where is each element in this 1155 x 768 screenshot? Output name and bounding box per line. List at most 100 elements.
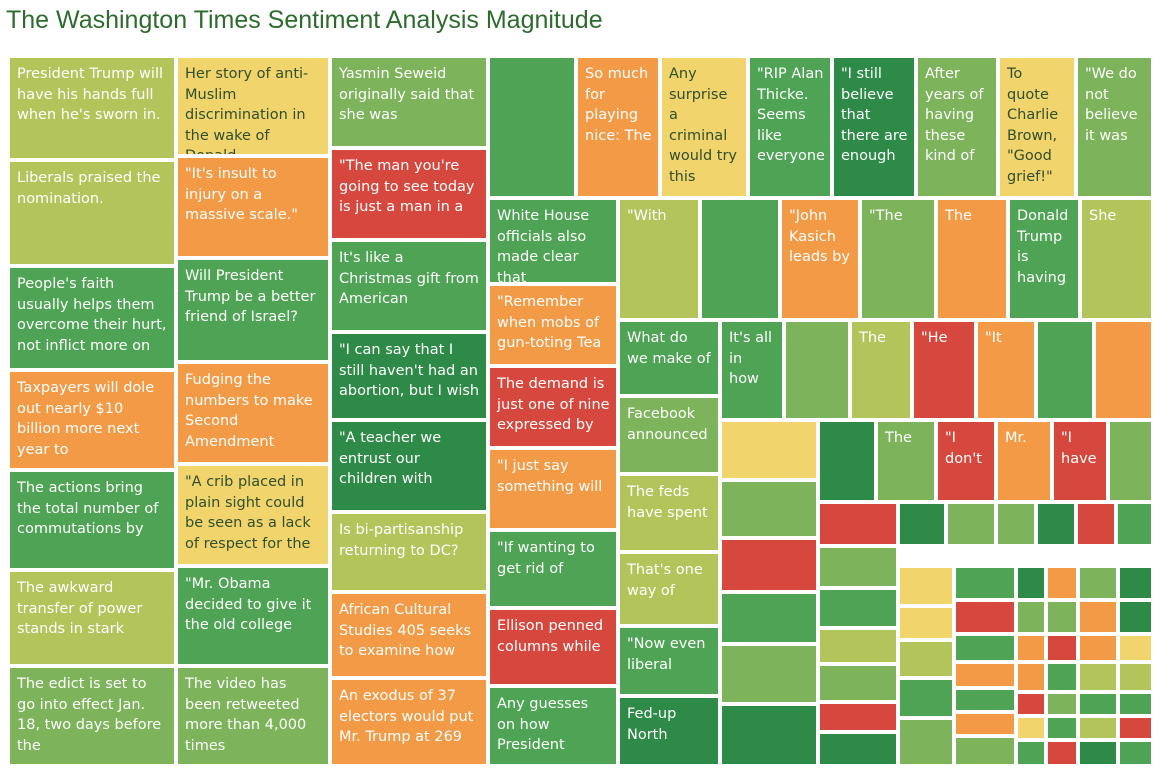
treemap-tile-label: Her story of anti-Muslim discrimination … bbox=[185, 66, 309, 156]
treemap-tile: Fed-up North bbox=[618, 696, 720, 766]
treemap-tile-label: Liberals praised the nomination. bbox=[17, 170, 161, 207]
treemap-tile: "I can say that I still haven't had an a… bbox=[330, 332, 488, 420]
treemap-tile-label: Mr. bbox=[1005, 430, 1027, 446]
treemap-tile-label: "He bbox=[921, 330, 948, 346]
treemap-tile: "RIP Alan Thicke. Seems like everyone bbox=[748, 56, 832, 198]
treemap-tile-label: "I can say that I still haven't had an a… bbox=[339, 342, 480, 399]
treemap-tile: The demand is just one of nine expressed… bbox=[488, 366, 618, 448]
treemap-tile-small bbox=[996, 502, 1036, 546]
treemap-tile-label: Taxpayers will dole out nearly $10 billi… bbox=[17, 380, 155, 458]
treemap-tile: Fudging the numbers to make Second Amend… bbox=[176, 362, 330, 464]
treemap-tile: The video has been retweeted more than 4… bbox=[176, 666, 330, 766]
treemap-tile-label: Yasmin Seweid originally said that she w… bbox=[339, 66, 475, 123]
treemap-tile-label: "If wanting to get rid of bbox=[497, 540, 595, 577]
treemap-tile-small bbox=[1046, 600, 1078, 634]
treemap-tile-small bbox=[818, 420, 876, 502]
treemap-tile-small bbox=[898, 566, 954, 606]
treemap-tile-label: African Cultural Studies 405 seeks to ex… bbox=[339, 602, 472, 659]
treemap-tile-small bbox=[1036, 502, 1076, 546]
treemap-tile: She bbox=[1080, 198, 1153, 320]
treemap-tile bbox=[784, 320, 850, 420]
treemap-tile: "I have bbox=[1052, 420, 1108, 502]
treemap-tile-small bbox=[1118, 692, 1153, 716]
treemap-tile: President Trump will have his hands full… bbox=[8, 56, 176, 160]
treemap-tile: To quote Charlie Brown, "Good grief!" bbox=[998, 56, 1076, 198]
treemap-tile-label: Fudging the numbers to make Second Amend… bbox=[185, 372, 313, 450]
treemap-tile: Facebook announced bbox=[618, 396, 720, 474]
treemap-tile-small bbox=[818, 664, 898, 702]
treemap-tile: White House officials also made clear th… bbox=[488, 198, 618, 284]
treemap-tile-small bbox=[954, 712, 1016, 736]
treemap-tile-small bbox=[1036, 320, 1094, 420]
treemap-tile-label: "A teacher we entrust our children with bbox=[339, 430, 442, 487]
treemap-tile-small bbox=[898, 502, 946, 546]
treemap-tile: Any guesses on how President bbox=[488, 686, 618, 766]
treemap-tile-label: The awkward transfer of power stands in … bbox=[17, 580, 143, 637]
treemap-tile: The actions bring the total number of co… bbox=[8, 470, 176, 570]
treemap-tile-label: The video has been retweeted more than 4… bbox=[185, 676, 307, 754]
treemap-tile-label: She bbox=[1089, 208, 1117, 224]
treemap-tile-label: "We do not believe it was bbox=[1085, 66, 1138, 144]
treemap-tile-small bbox=[1116, 502, 1153, 546]
treemap-tile: "I just say something will bbox=[488, 448, 618, 530]
treemap-tile-small bbox=[1118, 716, 1153, 740]
treemap-tile-label: "It's insult to injury on a massive scal… bbox=[185, 166, 298, 223]
treemap-tile-label: "Mr. Obama decided to give it the old co… bbox=[185, 576, 312, 633]
treemap-tile-small bbox=[818, 628, 898, 664]
treemap-tile: "Mr. Obama decided to give it the old co… bbox=[176, 566, 330, 666]
treemap-tile-small bbox=[1046, 692, 1078, 716]
treemap-tile: "Remember when mobs of gun-toting Tea bbox=[488, 284, 618, 366]
treemap-tile-label: The bbox=[945, 208, 972, 224]
treemap-tile-label: So much for playing nice: The bbox=[585, 66, 652, 144]
treemap-tile bbox=[700, 198, 780, 320]
treemap-tile-small bbox=[818, 702, 898, 732]
treemap-tile-small bbox=[1118, 566, 1153, 600]
treemap-tile-label: The edict is set to go into effect Jan. … bbox=[17, 676, 162, 754]
treemap-tile-small bbox=[1016, 692, 1046, 716]
treemap-tile-small bbox=[720, 644, 818, 704]
treemap-tile-label: Facebook announced bbox=[627, 406, 708, 443]
treemap-tile-label: "Remember when mobs of gun-toting Tea bbox=[497, 294, 602, 351]
treemap-tile bbox=[488, 56, 576, 198]
treemap-tile-label: Will President Trump be a better friend … bbox=[185, 268, 316, 325]
treemap-tile-small bbox=[1046, 740, 1078, 766]
treemap-tile: That's one way of bbox=[618, 552, 720, 626]
treemap-tile-label: After years of having these kind of bbox=[925, 66, 984, 164]
treemap-tile-small bbox=[1118, 600, 1153, 634]
treemap-tile: "He bbox=[912, 320, 976, 420]
treemap-tile-label: President Trump will have his hands full… bbox=[17, 66, 164, 123]
treemap-tile-small bbox=[1076, 502, 1116, 546]
treemap-tile-small bbox=[1078, 692, 1118, 716]
treemap-tile-label: "A crib placed in plain sight could be s… bbox=[185, 474, 311, 552]
treemap-tile-small bbox=[818, 588, 898, 628]
treemap-tile-label: "John Kasich leads by bbox=[789, 208, 850, 265]
treemap-tile-small bbox=[1078, 600, 1118, 634]
treemap-tile-small bbox=[720, 538, 818, 592]
treemap-tile: Donald Trump is having bbox=[1008, 198, 1080, 320]
treemap-tile-small bbox=[898, 606, 954, 640]
treemap-tile-small bbox=[954, 688, 1016, 712]
treemap-tile: "I still believe that there are enough bbox=[832, 56, 916, 198]
treemap-tile-small bbox=[1078, 662, 1118, 692]
treemap-tile-label: White House officials also made clear th… bbox=[497, 208, 590, 284]
treemap-tile: Yasmin Seweid originally said that she w… bbox=[330, 56, 488, 148]
treemap-tile-small bbox=[1118, 740, 1153, 766]
treemap-tile-label: The bbox=[859, 330, 886, 346]
treemap-tile: It's all in how bbox=[720, 320, 784, 420]
treemap-tile-label: "The bbox=[869, 208, 903, 224]
treemap-tile: Liberals praised the nomination. bbox=[8, 160, 176, 266]
treemap-tile: Mr. bbox=[996, 420, 1052, 502]
treemap-tile: "I don't bbox=[936, 420, 996, 502]
treemap-tile: So much for playing nice: The bbox=[576, 56, 660, 198]
treemap-tile-label: "Now even liberal bbox=[627, 636, 706, 673]
treemap-tile: "The man you're going to see today is ju… bbox=[330, 148, 488, 240]
treemap-tile-label: "I don't bbox=[945, 430, 982, 467]
treemap-tile-small bbox=[1118, 634, 1153, 662]
treemap-tile: The awkward transfer of power stands in … bbox=[8, 570, 176, 666]
treemap-tile-small bbox=[1094, 320, 1153, 420]
treemap-tile: "If wanting to get rid of bbox=[488, 530, 618, 608]
treemap-tile-small bbox=[720, 592, 818, 644]
treemap-tile-small bbox=[954, 634, 1016, 662]
treemap-tile-label: "It bbox=[985, 330, 1002, 346]
treemap-tile: "It's insult to injury on a massive scal… bbox=[176, 156, 330, 258]
